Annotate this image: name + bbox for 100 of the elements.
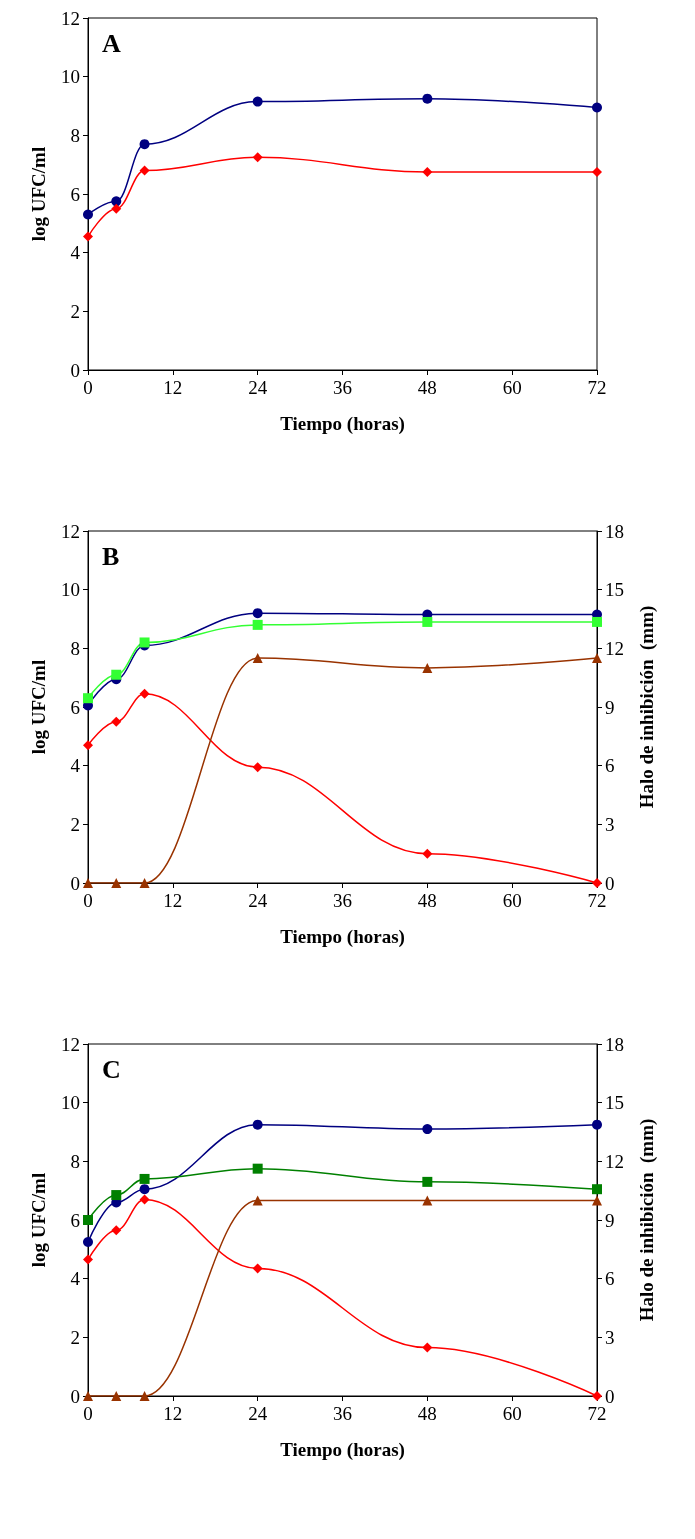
x-tick-label: 12: [163, 1403, 183, 1424]
x-tick-label: 48: [417, 1403, 437, 1424]
y-tick-label: 4: [70, 1268, 81, 1290]
point: [592, 616, 602, 627]
x-tick-label: 72: [587, 377, 607, 398]
point: [252, 152, 263, 163]
point: [422, 1124, 433, 1135]
point: [422, 848, 433, 859]
y2-tick-label: 9: [605, 696, 615, 718]
y-tick-label: 6: [70, 1209, 80, 1231]
point: [139, 1194, 150, 1205]
y2-tick-label: 15: [605, 1092, 624, 1114]
point: [83, 740, 93, 751]
y-tick-label: 12: [61, 7, 80, 29]
x-tick-label: 60: [502, 890, 522, 911]
x-tick-label: 12: [163, 890, 183, 911]
point: [111, 669, 122, 680]
x-tick-label: 24: [248, 377, 268, 398]
point: [422, 1176, 433, 1187]
point: [111, 878, 122, 888]
point: [111, 716, 122, 727]
point: [592, 1119, 602, 1130]
point: [592, 102, 602, 113]
point: [111, 203, 122, 214]
point: [111, 1225, 122, 1236]
point: [252, 1119, 263, 1130]
y2-tick-label: 0: [605, 872, 615, 894]
point: [111, 1190, 122, 1201]
y-tick-label: 8: [70, 124, 80, 146]
point: [83, 231, 93, 242]
y2-axis-title: Halo de inhibición (mm): [636, 605, 658, 809]
x-tick-label: 36: [333, 377, 352, 398]
point: [139, 139, 150, 150]
y-tick-label: 10: [61, 66, 80, 88]
point: [252, 619, 263, 630]
point: [252, 762, 263, 773]
point: [252, 1163, 263, 1174]
point: [592, 1391, 602, 1401]
x-tick-label: 48: [417, 890, 437, 911]
point: [83, 1215, 93, 1225]
point: [83, 209, 93, 220]
point: [592, 167, 602, 177]
point: [592, 1184, 602, 1195]
point: [422, 167, 433, 177]
x-tick-label: 72: [587, 1403, 607, 1424]
y-axis-title: log UFC/ml: [28, 146, 49, 242]
y2-axis-title: Halo de inhibición (mm): [636, 1118, 658, 1322]
point: [139, 878, 150, 888]
x-axis-title: Tiempo (horas): [280, 1439, 405, 1461]
y2-tick-label: 0: [605, 1385, 615, 1407]
x-tick-label: 60: [502, 377, 522, 398]
x-tick-label: 24: [248, 890, 268, 911]
y-tick-label: 6: [70, 696, 80, 718]
y-tick-label: 8: [70, 1150, 80, 1172]
y-tick-label: 12: [61, 520, 80, 542]
point: [592, 878, 602, 888]
y-tick-label: 4: [70, 755, 81, 777]
y2-tick-label: 18: [605, 1033, 624, 1055]
x-tick-label: 72: [587, 890, 607, 911]
point: [83, 1237, 93, 1247]
point: [422, 1342, 433, 1353]
point: [139, 1173, 150, 1184]
point: [422, 662, 433, 673]
y-tick-label: 10: [61, 579, 80, 601]
y2-tick-label: 3: [605, 1326, 615, 1348]
y2-tick-label: 15: [605, 579, 624, 601]
point: [252, 653, 263, 664]
point: [139, 1184, 150, 1195]
y-tick-label: 10: [61, 1092, 80, 1114]
y-tick-label: 4: [70, 242, 81, 264]
y2-tick-label: 3: [605, 813, 615, 835]
y-tick-label: 0: [70, 872, 80, 894]
point: [252, 1263, 263, 1274]
y2-tick-label: 6: [605, 755, 615, 777]
y-tick-label: 2: [70, 813, 80, 835]
point: [139, 165, 150, 176]
y-tick-label: 2: [70, 300, 80, 322]
chart-title: B: [102, 541, 120, 571]
x-tick-label: 48: [417, 377, 437, 398]
x-axis-title: Tiempo (horas): [280, 413, 405, 435]
x-tick-label: 12: [163, 377, 183, 398]
y2-tick-label: 6: [605, 1268, 615, 1290]
y-axis-title: log UFC/ml: [28, 1172, 49, 1268]
x-axis-title: Tiempo (horas): [280, 926, 405, 948]
y2-tick-label: 12: [605, 637, 624, 659]
y2-tick-label: 18: [605, 520, 624, 542]
chart-title: C: [102, 1054, 121, 1084]
y-tick-label: 8: [70, 637, 80, 659]
chart-title: A: [102, 28, 121, 58]
y-tick-label: 0: [70, 1385, 80, 1407]
y-tick-label: 2: [70, 1326, 80, 1348]
point: [422, 93, 433, 104]
point: [83, 693, 93, 704]
point: [252, 608, 263, 619]
point: [592, 653, 602, 664]
x-tick-label: 36: [333, 890, 352, 911]
y2-tick-label: 9: [605, 1209, 615, 1231]
point: [252, 96, 263, 107]
x-tick-label: 24: [248, 1403, 268, 1424]
y-tick-label: 0: [70, 359, 80, 381]
